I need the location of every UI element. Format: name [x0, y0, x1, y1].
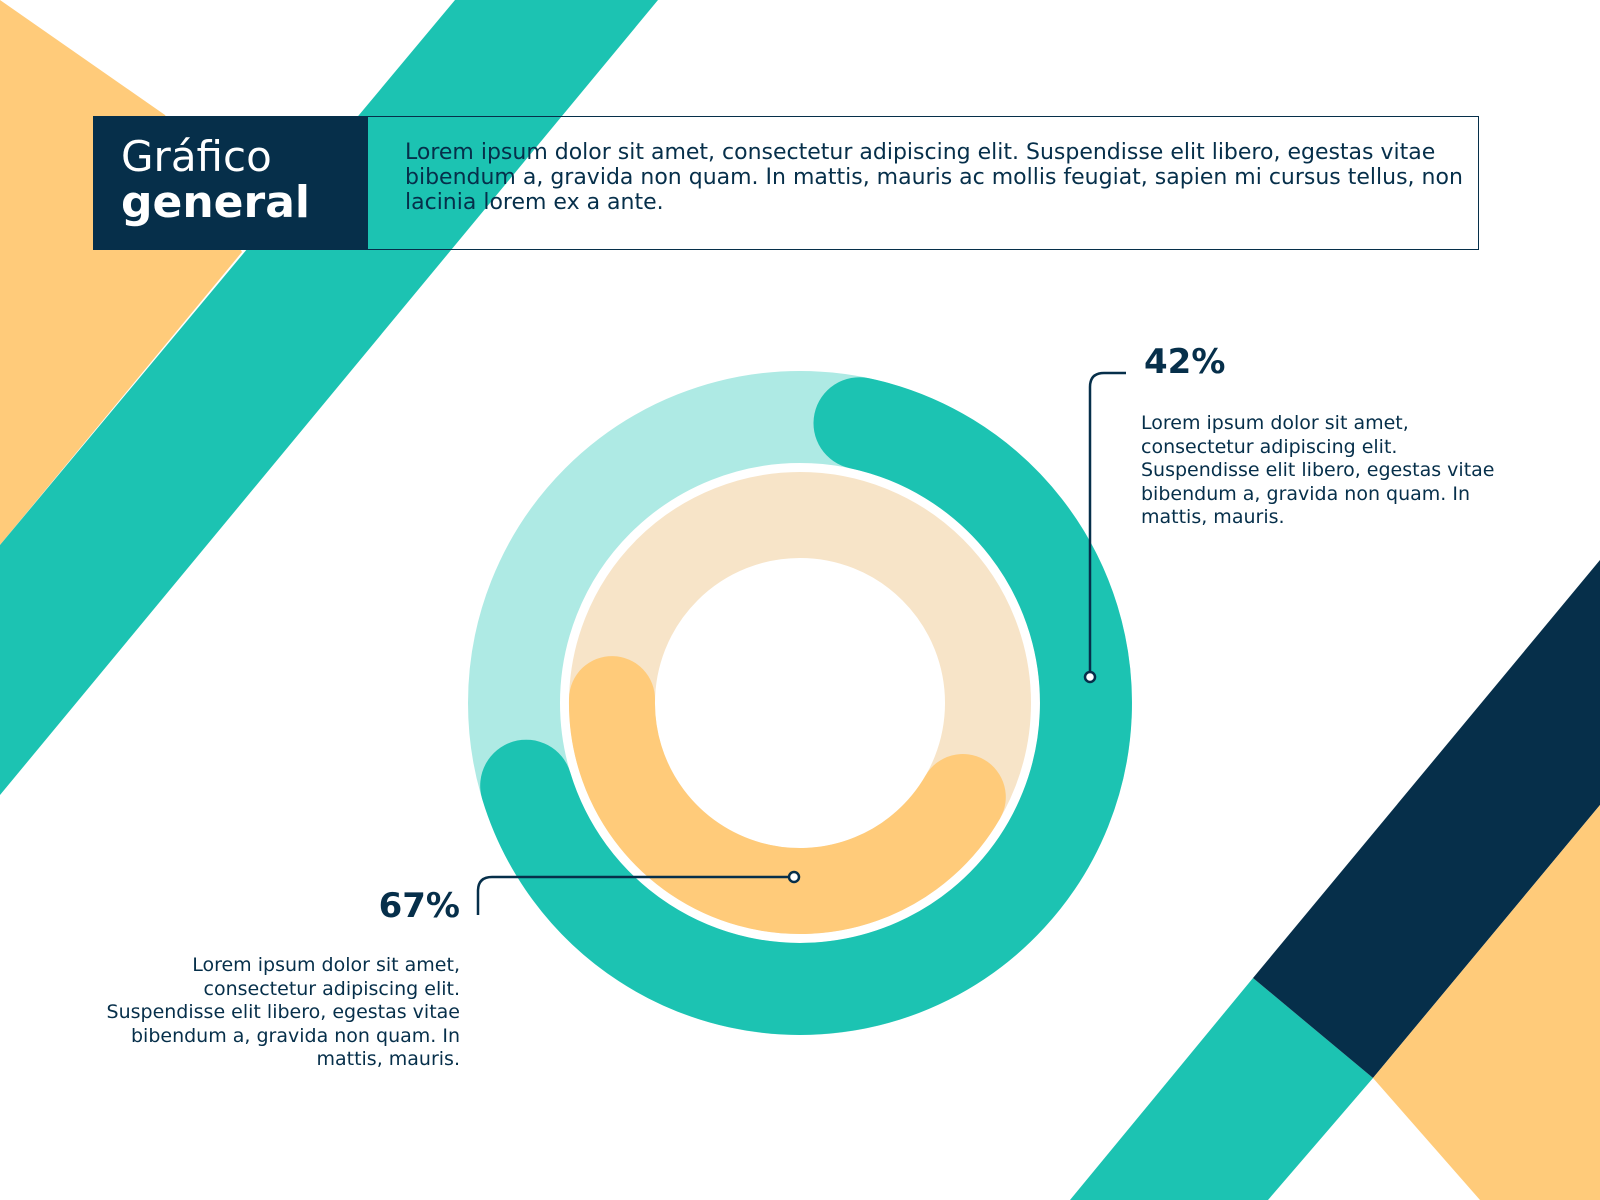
bg-yellow-triangle-left: [0, 0, 242, 545]
value-label-42: 42%: [1144, 342, 1226, 382]
leader-line-67: [476, 875, 794, 915]
header-description: Lorem ipsum dolor sit amet, consectetur …: [405, 140, 1463, 215]
bg-teal-stripe-right: [1070, 978, 1373, 1200]
outer-ring-arc: [480, 377, 1132, 1035]
bg-teal-stripe-left: [0, 0, 658, 795]
inner-ring-arc: [568, 656, 1006, 934]
title-box: Gráfico general: [93, 116, 368, 250]
leader-dot-67: [787, 870, 801, 884]
description-67: Lorem ipsum dolor sit amet, consectetur …: [106, 954, 460, 1070]
bg-yellow-triangle-right: [1373, 805, 1600, 1200]
leader-dot-42: [1083, 670, 1097, 684]
title-line-1: Gráfico: [121, 132, 272, 181]
description-42: Lorem ipsum dolor sit amet, consectetur …: [1141, 412, 1495, 528]
bg-navy-stripe-right: [1253, 560, 1600, 1078]
leader-line-42: [1088, 371, 1126, 677]
value-label-67: 67%: [378, 886, 460, 926]
title-line-2: general: [121, 177, 310, 228]
